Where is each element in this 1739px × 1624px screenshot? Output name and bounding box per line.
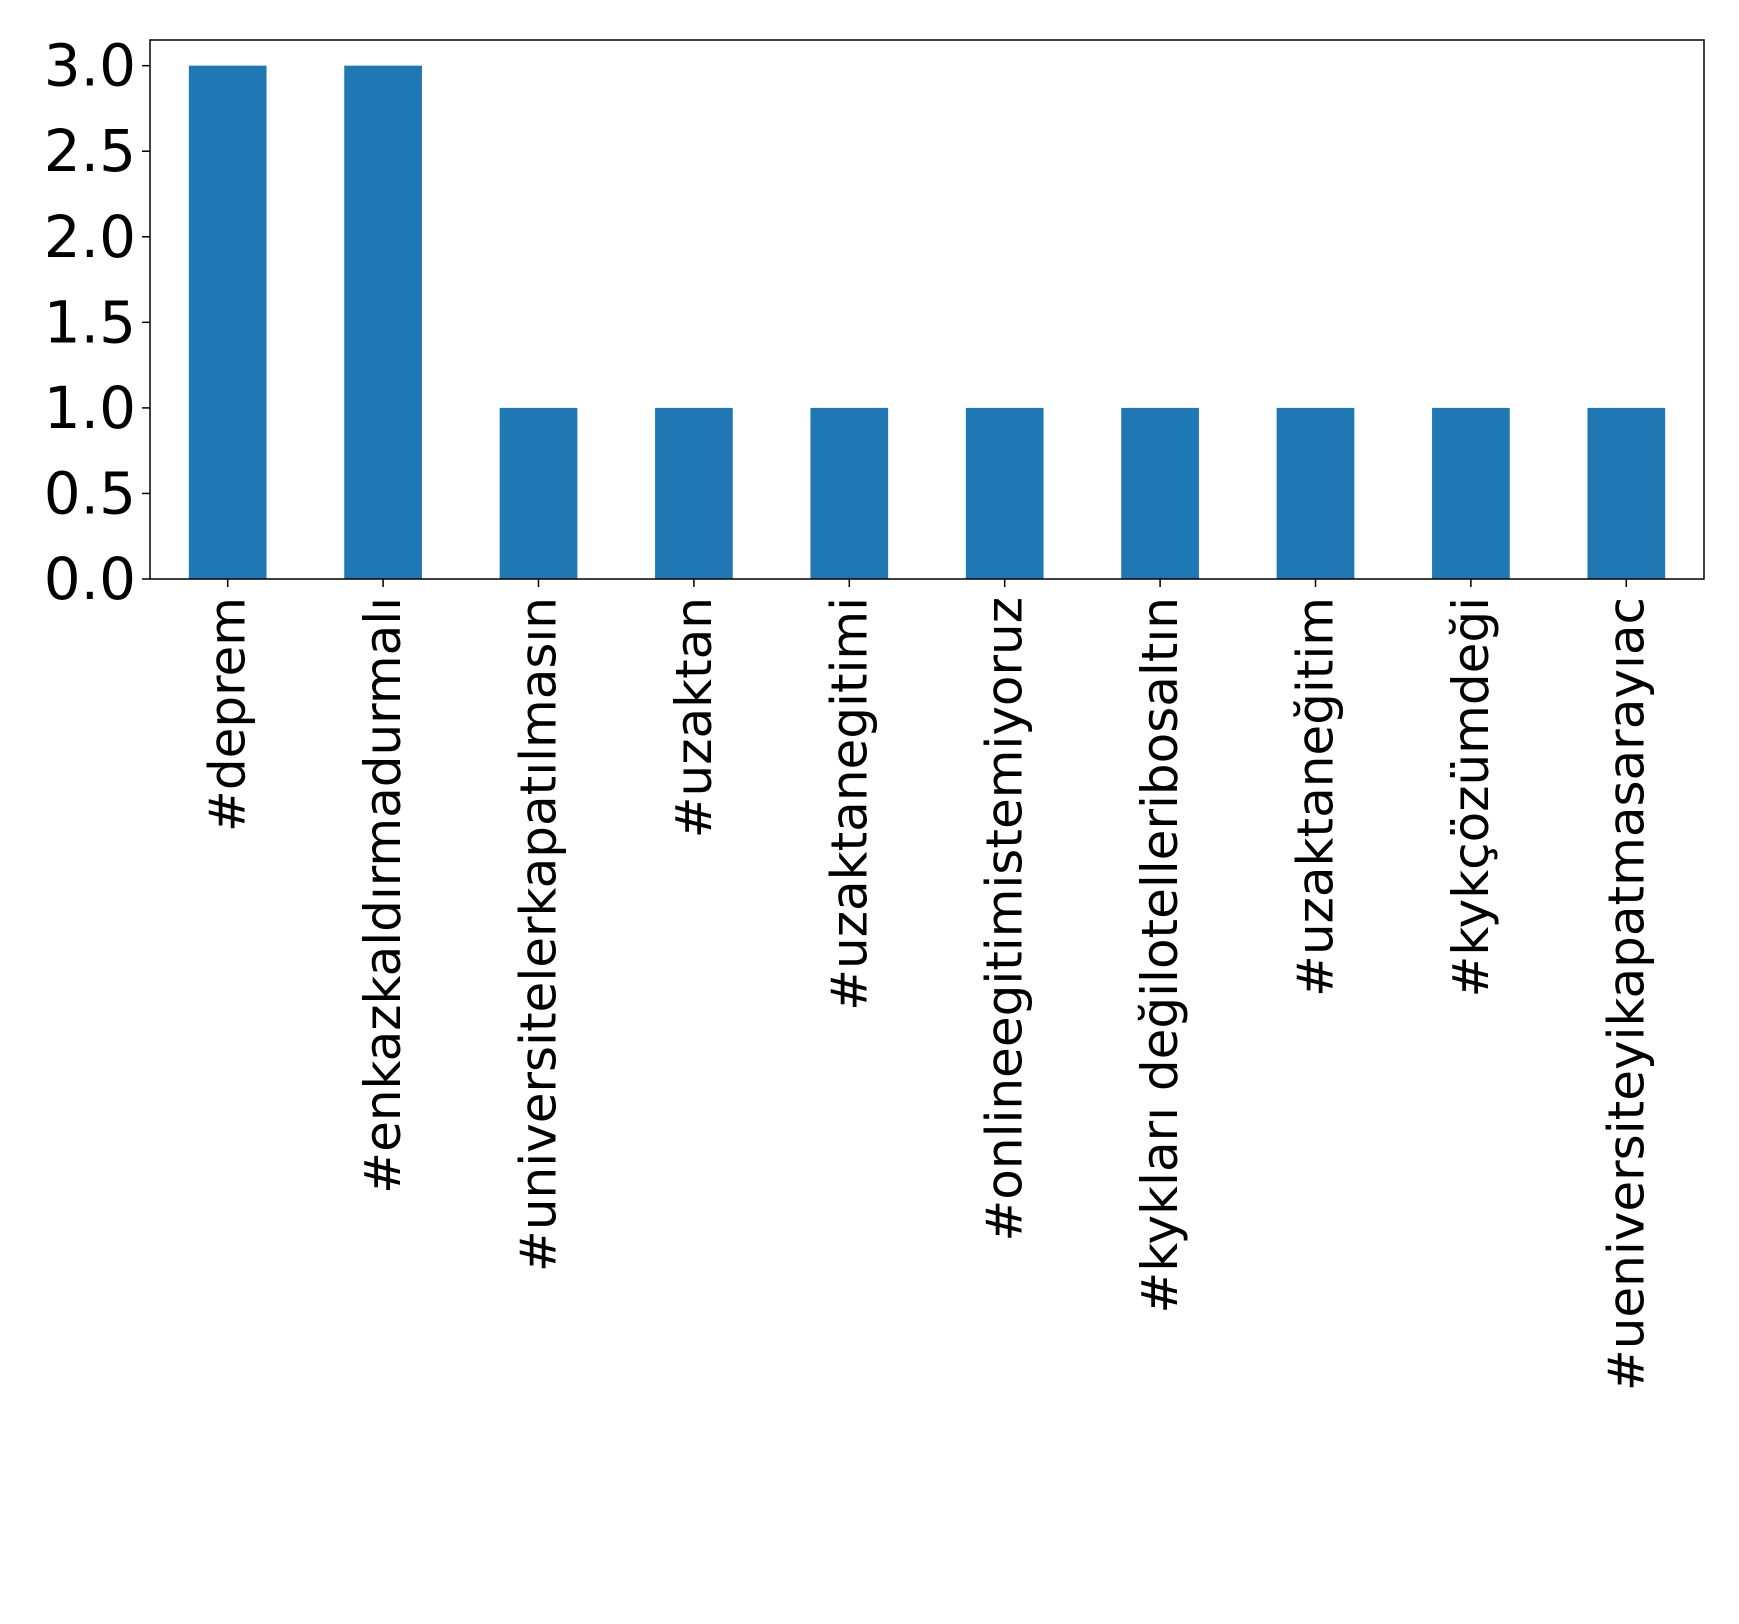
bar [1121,407,1199,579]
x-tick-label: #uzaktaneğitim [1287,597,1345,997]
bar [655,407,733,579]
y-tick-label: 1.0 [44,374,136,442]
x-tick-label: #ueniversiteyikapatmasarayıac [1597,597,1655,1391]
bars-layer [188,65,1666,579]
plot-frame [149,39,1705,580]
x-tick-label: #deprem [199,597,257,832]
ticks-layer: #deprem #enkazkaldırmadurmalı #universitel… [44,32,1656,1392]
x-tick-label: #uzaktan [665,597,723,838]
y-tick-label: 0.5 [44,459,136,527]
x-tick-label: #uzaktanegitimi [820,597,878,1011]
y-tick-label: 1.5 [44,288,136,356]
bar [810,407,889,579]
bar [1432,407,1510,579]
bar [1587,407,1666,579]
x-tick-label: #kykçözümdeği [1442,597,1500,997]
bar [188,65,267,579]
x-tick-label: #enkazkaldırmadurmalı [354,597,412,1194]
bar [1276,407,1355,579]
y-tick-label: 2.0 [44,203,136,271]
bar [499,407,578,579]
y-tick-label: 0.0 [44,545,136,613]
bar [965,407,1044,579]
y-tick-label: 2.5 [44,117,136,185]
x-tick-label: #kykları değilotelleribosaltın [1131,597,1189,1314]
x-tick-label: #universitelerkapatılmasın [510,597,568,1272]
bar [344,65,422,579]
x-tick-label: #onlineegitimistemiyoruz [976,597,1034,1242]
y-tick-label: 3.0 [44,32,136,100]
